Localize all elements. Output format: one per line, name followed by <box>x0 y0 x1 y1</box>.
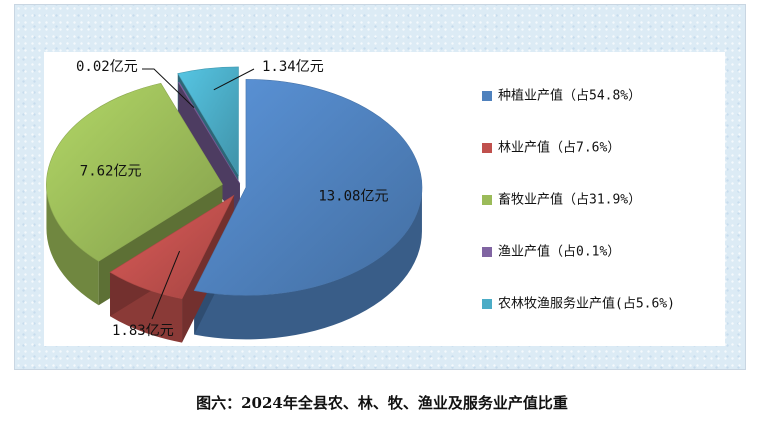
legend-label-4: 农林牧渔服务业产值(占5.6%) <box>498 296 675 312</box>
slice--top <box>177 66 239 177</box>
slice--top <box>109 194 235 299</box>
slice--value-label: 0.02亿元 <box>76 59 138 75</box>
legend-label-2: 畜牧业产值（占31.9%） <box>498 192 641 208</box>
legend-label-3: 渔业产值（占0.1%） <box>498 244 620 260</box>
legend: 种植业产值（占54.8%） 林业产值（占7.6%） 畜牧业产值（占31.9%） 渔业产… <box>482 88 675 312</box>
legend-swatch-4 <box>482 299 492 309</box>
slice--leader-line <box>142 68 195 108</box>
legend-label-0: 种植业产值（占54.8%） <box>498 88 641 104</box>
slice--value-label: 13.08亿元 <box>318 188 388 204</box>
slice--side <box>194 187 422 340</box>
legend-area <box>455 52 725 346</box>
slice--top <box>46 82 223 262</box>
legend-swatch-2 <box>482 195 492 205</box>
slice--leader-line <box>213 68 255 91</box>
slice--top <box>193 79 423 296</box>
legend-swatch-3 <box>482 247 492 257</box>
pie-tops <box>46 66 423 299</box>
legend-swatch-0 <box>482 91 492 101</box>
slice--value-label: 1.34亿元 <box>262 59 324 75</box>
legend-swatch-1 <box>482 143 492 153</box>
slice--leader-line <box>151 250 181 320</box>
legend-label-1: 林业产值（占7.6%） <box>498 140 620 156</box>
slice--side <box>46 184 99 306</box>
slice--value-label: 1.83亿元 <box>112 323 174 339</box>
figure-caption: 图六：2024年全县农、林、牧、渔业及服务业产值比重 <box>196 394 568 412</box>
slice--face <box>179 82 240 228</box>
value-labels: 13.08亿元 1.83亿元 7.62亿元 0.02亿元 1.34亿元 <box>76 59 388 339</box>
slice--value-label: 7.62亿元 <box>80 163 142 179</box>
